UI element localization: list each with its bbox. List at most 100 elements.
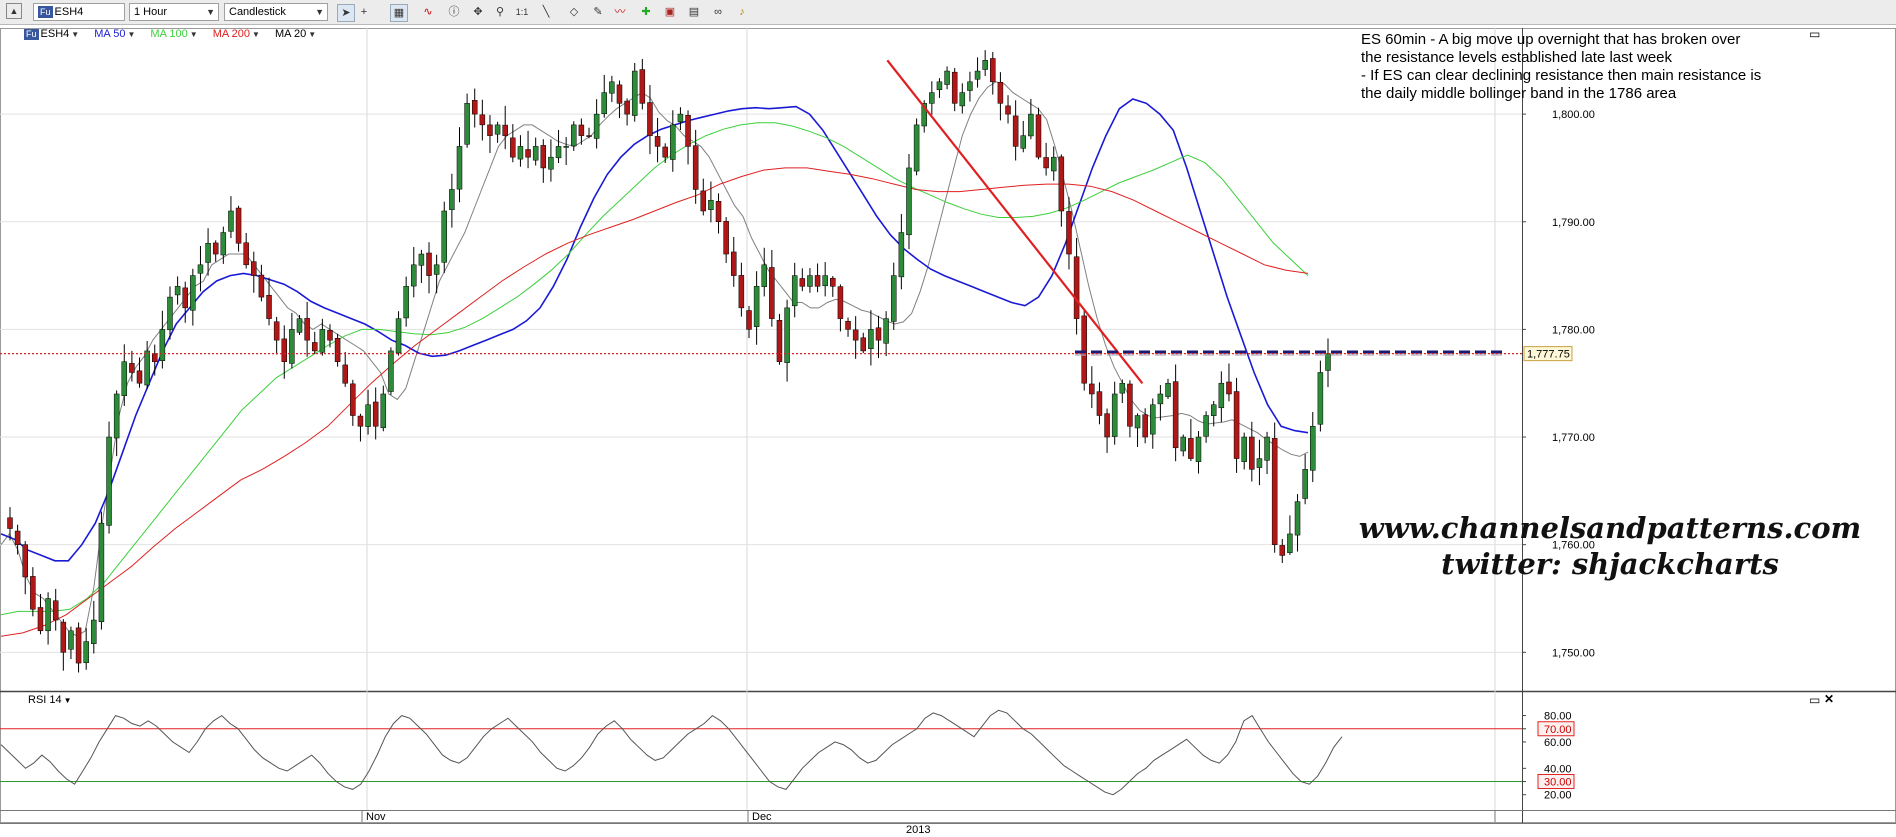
candle-body	[601, 92, 607, 115]
close-icon[interactable]: ✕	[1824, 692, 1835, 706]
chart-style-select[interactable]: Candlestick ▼	[224, 3, 328, 21]
eraser-icon[interactable]: ◇	[569, 6, 579, 18]
candle-body	[174, 286, 181, 296]
candle-body	[852, 329, 859, 341]
price-tick-label: 1,750.00	[1552, 647, 1595, 659]
alert-icon[interactable]: ✚	[641, 6, 651, 18]
date-axis-bar	[0, 823, 1896, 837]
candle-body	[875, 327, 882, 341]
candle-body	[822, 275, 828, 287]
candle-body	[372, 401, 379, 427]
candle-body	[1310, 426, 1316, 471]
candle-body	[1050, 156, 1057, 172]
candle-body	[395, 318, 402, 354]
candle-body	[921, 103, 927, 127]
grid-icon[interactable]: ▦	[390, 4, 408, 22]
candle-body	[898, 232, 905, 278]
candle-body	[548, 156, 554, 170]
cursor-icon[interactable]: ➤	[337, 4, 355, 22]
chevron-down-icon: ▼	[308, 30, 317, 39]
candle-body	[959, 92, 966, 107]
price-tick-label: 1,770.00	[1552, 432, 1595, 444]
candle-body	[944, 70, 950, 85]
candle-body	[929, 92, 935, 104]
collapse-icon[interactable]: ▲	[6, 3, 22, 19]
candle-body	[1058, 156, 1065, 212]
candle-body	[1249, 436, 1255, 470]
symbol-value: ESH4	[54, 6, 84, 18]
maximize-icon[interactable]: ▭	[1809, 693, 1821, 707]
candle-body	[1226, 381, 1232, 395]
candle-body	[342, 364, 348, 384]
candle-body	[205, 243, 211, 263]
zoom-icon[interactable]: ⚲	[495, 6, 505, 18]
candle-body	[814, 275, 821, 287]
data-window-icon[interactable]: ⓘ	[448, 6, 460, 18]
pen-icon[interactable]: ✎	[593, 6, 603, 18]
candle-body	[1119, 382, 1126, 394]
maximize-icon[interactable]: ▭	[1809, 27, 1821, 41]
legend-item-ma100[interactable]: MA 100 ▼	[150, 28, 198, 40]
candle-body	[860, 337, 867, 352]
candle-body	[388, 350, 394, 392]
bell-icon[interactable]: ♪	[739, 6, 745, 18]
candle-body	[951, 71, 958, 104]
ma-line-ma200	[0, 167, 1309, 637]
candle-body	[1195, 436, 1202, 462]
legend-item-ma200[interactable]: MA 200 ▼	[212, 28, 260, 40]
symbol-input[interactable]: Fu ESH4	[33, 3, 125, 21]
legend-item-ma20[interactable]: MA 20 ▼	[275, 28, 317, 40]
candle-body	[677, 113, 684, 123]
chevron-down-icon: ▼	[252, 30, 260, 39]
plot-frame	[0, 28, 1896, 823]
watermark: www.channelsandpatterns.com twitter: shj…	[1300, 510, 1896, 582]
link-icon[interactable]: ∞	[714, 6, 722, 18]
candle-body	[791, 275, 798, 307]
candle-body	[799, 278, 806, 287]
candle-body	[1111, 393, 1118, 437]
candle-body	[1180, 436, 1186, 452]
candle-body	[45, 598, 51, 632]
print-icon[interactable]: ▤	[688, 6, 700, 18]
line-tool-icon[interactable]: ╲	[542, 6, 550, 18]
candle-body	[1028, 113, 1034, 137]
candle-body	[327, 330, 333, 341]
candle-body	[936, 81, 943, 90]
candle-body	[334, 338, 341, 362]
candle-body	[1012, 115, 1019, 147]
watermark-twitter: twitter: shjackcharts	[1441, 547, 1779, 581]
pan-icon[interactable]: ✥	[473, 6, 483, 18]
annotation-line: the resistance levels established late l…	[1361, 49, 1673, 66]
calendar-icon[interactable]: ▣	[664, 6, 676, 18]
watermark-url: www.channelsandpatterns.com	[1358, 511, 1862, 545]
interval-select[interactable]: 1 Hour ▼	[129, 3, 219, 21]
candle-body	[593, 113, 600, 139]
candle-body	[380, 393, 387, 429]
candle-body	[357, 415, 364, 427]
price-tick-label: 1,800.00	[1552, 109, 1595, 121]
candle-body	[1210, 404, 1217, 416]
crosshair-icon[interactable]: +	[360, 6, 368, 18]
price-tick-label: 1,760.00	[1552, 540, 1595, 552]
candle-body	[883, 318, 889, 344]
wave-tool-icon[interactable]: 〰	[614, 6, 626, 18]
futures-badge: Fu	[38, 6, 53, 18]
legend-item-symbol[interactable]: Fu ESH4 ▼	[24, 28, 80, 40]
reset-zoom-icon[interactable]: 1:1	[515, 7, 529, 17]
candle-body	[1127, 383, 1133, 427]
candle-body	[662, 146, 668, 158]
candle-body	[289, 329, 295, 364]
candle-body	[190, 275, 196, 311]
candle-body	[631, 70, 638, 116]
candle-body	[182, 287, 188, 309]
candle-body	[776, 320, 783, 362]
rsi-legend[interactable]: RSI 14 ▼	[28, 694, 72, 706]
rsi-tick-label: 80.00	[1544, 711, 1572, 723]
indicator-icon[interactable]: ∿	[423, 6, 433, 18]
candle-body	[68, 630, 74, 650]
candle-body	[830, 277, 836, 287]
candle-body	[1157, 393, 1164, 405]
candle-body	[22, 544, 28, 578]
legend-item-ma50[interactable]: MA 50 ▼	[94, 28, 136, 40]
